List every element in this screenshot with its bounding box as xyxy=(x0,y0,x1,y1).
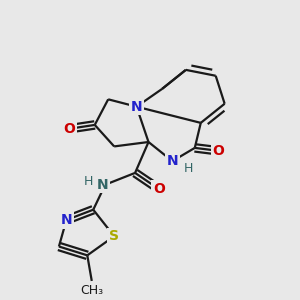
Text: CH₃: CH₃ xyxy=(80,284,103,297)
Text: H: H xyxy=(84,175,94,188)
Text: O: O xyxy=(63,122,75,136)
Text: N: N xyxy=(131,100,142,114)
Text: S: S xyxy=(109,229,119,243)
Text: O: O xyxy=(213,144,225,158)
Text: N: N xyxy=(96,178,108,192)
Text: H: H xyxy=(184,162,194,175)
Text: N: N xyxy=(61,213,72,227)
Text: O: O xyxy=(153,182,165,196)
Text: N: N xyxy=(167,154,178,168)
